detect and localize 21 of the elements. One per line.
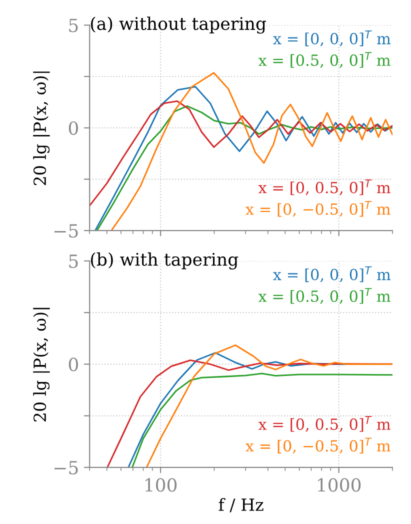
y-tick-label: −5 bbox=[54, 461, 78, 475]
chart-title: (b) with tapering bbox=[90, 252, 238, 270]
y-tick-label: −5 bbox=[54, 224, 78, 238]
text: x = [0, 0.5, 0]$^{T}$ m bbox=[258, 179, 390, 196]
text: x = [0, 0, 0]$^{T}$ m bbox=[273, 266, 391, 282]
text: x = [0.5, 0, 0]$^{T}$ m bbox=[258, 52, 390, 68]
x-axis-title: f / Hz bbox=[218, 498, 264, 512]
text: x = [0, −0.5, 0]$^{T}$ m bbox=[246, 438, 390, 454]
y-tick-label: 0 bbox=[68, 121, 78, 135]
y-tick-label: 5 bbox=[69, 254, 78, 268]
chart-title: (a) without tapering bbox=[90, 16, 266, 34]
y-tick-label: 5 bbox=[69, 18, 78, 32]
text: x = [0, 0, 0]$^{T}$ m bbox=[273, 30, 391, 46]
y-axis-title: 20 lg |P(x, ω)| bbox=[33, 72, 50, 186]
y-tick-label: 0 bbox=[68, 358, 78, 372]
y-axis-title: 20 lg |P(x, ω)| bbox=[33, 308, 50, 422]
text: x = [0, −0.5, 0]$^{T}$ m bbox=[246, 201, 390, 217]
text: x = [0, 0.5, 0]$^{T}$ m bbox=[258, 416, 390, 432]
text: x = [0.5, 0, 0]$^{T}$ m bbox=[258, 288, 390, 304]
x-tick-label: 1000 bbox=[318, 478, 361, 492]
x-tick-label: 100 bbox=[146, 478, 177, 492]
